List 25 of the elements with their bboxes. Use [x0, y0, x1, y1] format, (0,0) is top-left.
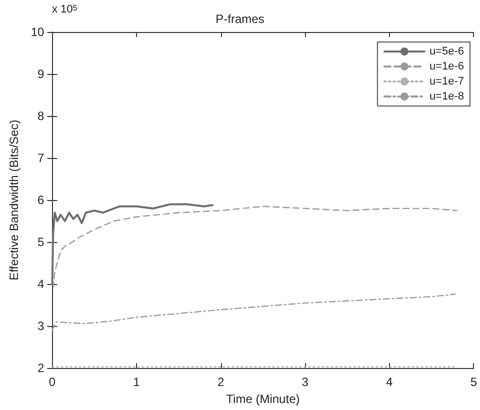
y-axis-title: Effective Bandwidth (Bits/Sec) [7, 120, 21, 280]
line-series [52, 206, 458, 289]
y-tick-label: 10 [30, 25, 45, 39]
line-series [52, 294, 456, 331]
y-tick-label: 2 [38, 361, 45, 376]
x-tick-label: 4 [386, 375, 394, 390]
y-tick-label: 7 [38, 151, 45, 166]
y-tick-label: 5 [38, 235, 45, 250]
legend-label: u=1e-6 [429, 60, 464, 72]
legend-label: u=5e-6 [429, 46, 464, 58]
y-tick-label: 8 [38, 109, 45, 124]
x-axis-title: Time (Minute) [226, 392, 300, 406]
y-tick-label: 6 [38, 193, 45, 208]
legend-label: u=1e-7 [429, 76, 464, 88]
line-series [51, 203, 214, 286]
x-tick-label: 1 [133, 375, 140, 390]
x-tick-label: 0 [48, 375, 56, 390]
y-tick-label: 3 [38, 319, 45, 334]
x-tick-label: 2 [217, 375, 224, 390]
y-tick-label: 4 [38, 277, 45, 292]
legend-label: u=1e-8 [429, 90, 464, 102]
x-tick-label: 5 [470, 375, 478, 390]
y-tick-label: 9 [38, 67, 45, 82]
chart-title: P-frames [216, 12, 264, 26]
x-tick-label: 3 [302, 375, 309, 390]
